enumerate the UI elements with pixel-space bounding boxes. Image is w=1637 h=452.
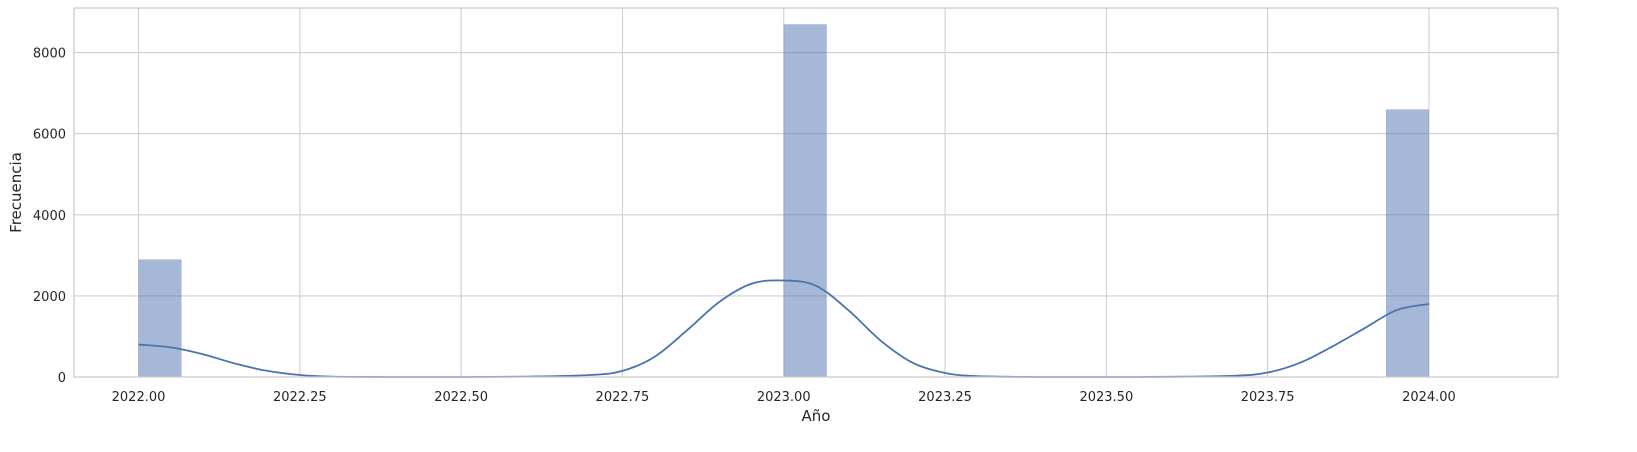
x-tick-label: 2023.50: [1079, 390, 1133, 405]
x-tick-label: 2023.00: [757, 390, 811, 405]
x-tick-label: 2023.25: [918, 390, 972, 405]
y-tick-label: 4000: [33, 209, 66, 224]
y-axis-label: Frecuencia: [7, 152, 25, 233]
x-tick-label: 2023.75: [1241, 390, 1295, 405]
y-tick-label: 6000: [33, 128, 66, 143]
x-tick-label: 2022.50: [434, 390, 488, 405]
x-axis-label: Año: [802, 407, 831, 425]
x-tick-labels: 2022.00 2022.25 2022.50 2022.75 2023.00 2023.…: [112, 390, 1456, 405]
histogram-bar: [783, 24, 827, 377]
y-tick-label: 2000: [33, 290, 66, 305]
y-tick-label: 0: [58, 371, 66, 386]
x-tick-label: 2022.75: [596, 390, 650, 405]
kde-curve: [138, 279, 1430, 378]
histogram-bar: [138, 259, 182, 377]
x-tick-label: 2022.25: [273, 390, 327, 405]
y-tick-labels: 0 2000 4000 6000 8000: [33, 47, 66, 386]
plot-frame: [73, 7, 1559, 378]
y-tick-label: 8000: [33, 47, 66, 62]
x-tick-label: 2022.00: [112, 390, 166, 405]
histogram-bars: [138, 24, 1429, 377]
histogram-bar: [1385, 109, 1429, 377]
x-tick-label: 2024.00: [1402, 390, 1456, 405]
